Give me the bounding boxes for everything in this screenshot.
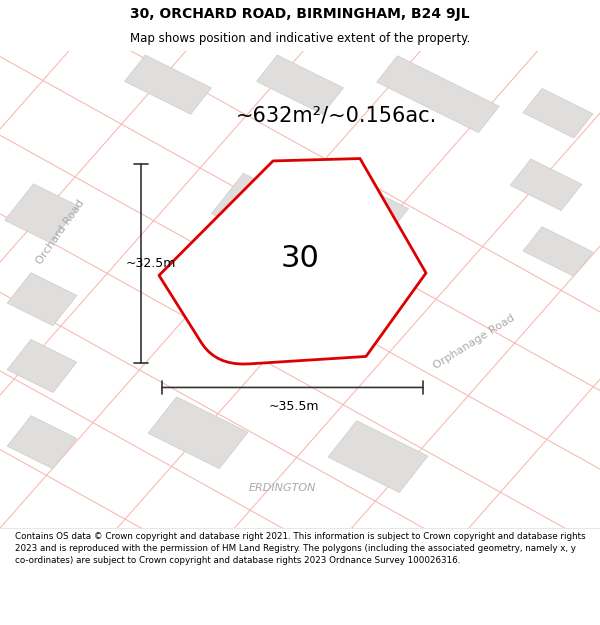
Polygon shape	[510, 159, 582, 211]
Polygon shape	[323, 178, 409, 239]
Text: ~32.5m: ~32.5m	[126, 257, 176, 270]
Text: Orchard Road: Orchard Road	[34, 198, 86, 266]
Text: ~632m²/~0.156ac.: ~632m²/~0.156ac.	[235, 106, 437, 126]
Polygon shape	[7, 416, 77, 469]
Polygon shape	[523, 89, 593, 138]
Polygon shape	[148, 397, 248, 469]
Polygon shape	[328, 421, 428, 492]
Polygon shape	[7, 272, 77, 326]
Polygon shape	[159, 159, 426, 364]
Text: Map shows position and indicative extent of the property.: Map shows position and indicative extent…	[130, 32, 470, 45]
Text: Contains OS data © Crown copyright and database right 2021. This information is : Contains OS data © Crown copyright and d…	[15, 532, 586, 564]
Text: 30: 30	[281, 244, 319, 273]
Polygon shape	[523, 227, 593, 276]
Text: 30, ORCHARD ROAD, BIRMINGHAM, B24 9JL: 30, ORCHARD ROAD, BIRMINGHAM, B24 9JL	[130, 8, 470, 21]
Polygon shape	[377, 56, 499, 132]
Polygon shape	[212, 173, 304, 244]
Polygon shape	[125, 55, 211, 114]
Polygon shape	[257, 55, 343, 114]
Polygon shape	[5, 184, 79, 243]
Text: ~35.5m: ~35.5m	[269, 399, 319, 412]
Text: ERDINGTON: ERDINGTON	[248, 482, 316, 492]
Text: Orphanage Road: Orphanage Road	[431, 313, 517, 371]
Polygon shape	[7, 339, 77, 392]
